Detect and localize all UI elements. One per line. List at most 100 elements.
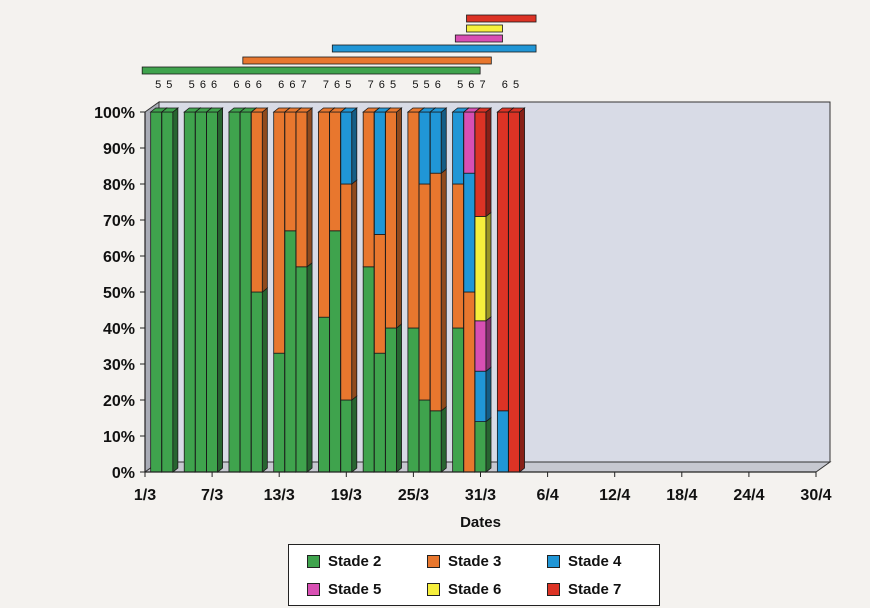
- count-label: 6: [379, 79, 385, 91]
- bar-segment: [318, 316, 330, 473]
- bar-segment: [362, 266, 375, 473]
- bar-segment: [496, 111, 509, 412]
- legend-swatch: [427, 583, 440, 596]
- bar-segment-side: [485, 107, 492, 218]
- bar-segment: [474, 111, 487, 217]
- x-tick-label: 6/4: [536, 487, 558, 504]
- bar-segment-side: [485, 366, 492, 423]
- legend-item-stade-2: Stade 2: [307, 553, 381, 570]
- bar-segment: [239, 111, 252, 473]
- count-label: 5: [457, 79, 463, 91]
- bar-segment: [340, 399, 353, 473]
- bar-3-3: [160, 107, 180, 473]
- bar-segment-side: [172, 107, 179, 473]
- bar-segment-side: [440, 168, 447, 412]
- bar-segment: [250, 291, 263, 473]
- bar-segment-side: [261, 107, 268, 293]
- bar-segment-side: [485, 211, 492, 322]
- bar-segment: [429, 111, 442, 174]
- bar-3-4: [507, 107, 526, 473]
- x-tick-label: 30/4: [800, 487, 831, 504]
- legend: Stade 2 Stade 3 Stade 4 Stade 5 Stade 6 …: [288, 544, 660, 606]
- legend-swatch: [547, 583, 560, 596]
- bar-segment: [284, 230, 297, 473]
- count-label: 6: [289, 79, 295, 91]
- bar-segment: [496, 410, 509, 473]
- bar-segment: [318, 111, 330, 318]
- y-tick-label: 80%: [103, 177, 135, 194]
- legend-swatch: [547, 555, 560, 568]
- bar-segment: [250, 111, 263, 293]
- bar-segment: [340, 183, 353, 401]
- count-label: 6: [233, 79, 239, 91]
- bar-segment: [463, 111, 476, 174]
- count-label: 6: [334, 79, 340, 91]
- count-label: 7: [479, 79, 485, 91]
- bar-segment: [329, 230, 342, 473]
- bar-segment: [418, 183, 431, 401]
- x-tick-label: 18/4: [666, 487, 697, 504]
- bar-segment: [385, 327, 397, 473]
- count-label: 6: [200, 79, 206, 91]
- bar-segment: [362, 111, 375, 268]
- count-label: 6: [502, 79, 508, 91]
- count-label: 5: [345, 79, 351, 91]
- stage-range-bar: [331, 44, 537, 53]
- bar-segment: [474, 421, 487, 473]
- legend-item-stade-3: Stade 3: [427, 553, 501, 570]
- bar-top: [250, 107, 269, 113]
- bar-segment: [206, 111, 219, 473]
- count-label: 6: [245, 79, 251, 91]
- legend-item-stade-6: Stade 6: [427, 581, 501, 598]
- bar-segment: [429, 410, 442, 473]
- legend-label: Stade 4: [568, 553, 622, 570]
- bar-segment-side: [485, 416, 492, 473]
- bar-segment: [474, 370, 487, 423]
- bar-segment-side: [396, 107, 402, 329]
- count-label: 7: [323, 79, 329, 91]
- legend-label: Stade 7: [568, 581, 622, 598]
- y-tick-label: 90%: [103, 141, 135, 158]
- count-label: 6: [256, 79, 262, 91]
- count-label: 5: [412, 79, 418, 91]
- y-tick-label: 20%: [103, 393, 135, 410]
- stage-range-bar: [454, 34, 503, 43]
- legend-item-stade-4: Stade 4: [547, 553, 621, 570]
- bar-segment: [463, 172, 476, 293]
- bar-segment: [474, 320, 487, 372]
- y-tick-label: 60%: [103, 249, 135, 266]
- legend-item-stade-5: Stade 5: [307, 581, 381, 598]
- bar-top: [384, 107, 403, 113]
- stage-range-bar: [466, 24, 503, 33]
- bar-segment: [463, 291, 476, 473]
- bar-top: [160, 107, 180, 113]
- bar-segment: [273, 111, 286, 354]
- bar-segment: [452, 327, 465, 473]
- legend-swatch: [427, 555, 440, 568]
- y-tick-label: 10%: [103, 429, 135, 446]
- x-tick-label: 7/3: [201, 487, 223, 504]
- bar-19-3: [339, 107, 358, 473]
- bar-segment: [452, 183, 465, 329]
- bar-segment: [340, 111, 353, 185]
- count-label: 5: [424, 79, 430, 91]
- count-label: 6: [211, 79, 217, 91]
- bar-segment-side: [351, 179, 358, 401]
- y-tick-label: 0%: [112, 465, 135, 482]
- bar-segment: [295, 266, 308, 473]
- x-tick-label: 12/4: [599, 487, 630, 504]
- bar-segment: [418, 399, 431, 473]
- bar-segment: [150, 111, 163, 473]
- bar-segment: [385, 111, 397, 329]
- bar-segment-side: [351, 107, 358, 185]
- bar-segment: [295, 111, 308, 268]
- bar-27-3: [429, 107, 448, 473]
- legend-label: Stade 2: [328, 553, 382, 570]
- legend-swatch: [307, 583, 320, 596]
- stage-range-bar: [141, 66, 481, 75]
- bar-segment: [508, 111, 520, 473]
- count-label: 5: [513, 79, 519, 91]
- x-axis: 1/3 7/3 13/3 19/3 25/3 31/3 6/4 12/4 18/4 24/4 30/…: [134, 471, 832, 531]
